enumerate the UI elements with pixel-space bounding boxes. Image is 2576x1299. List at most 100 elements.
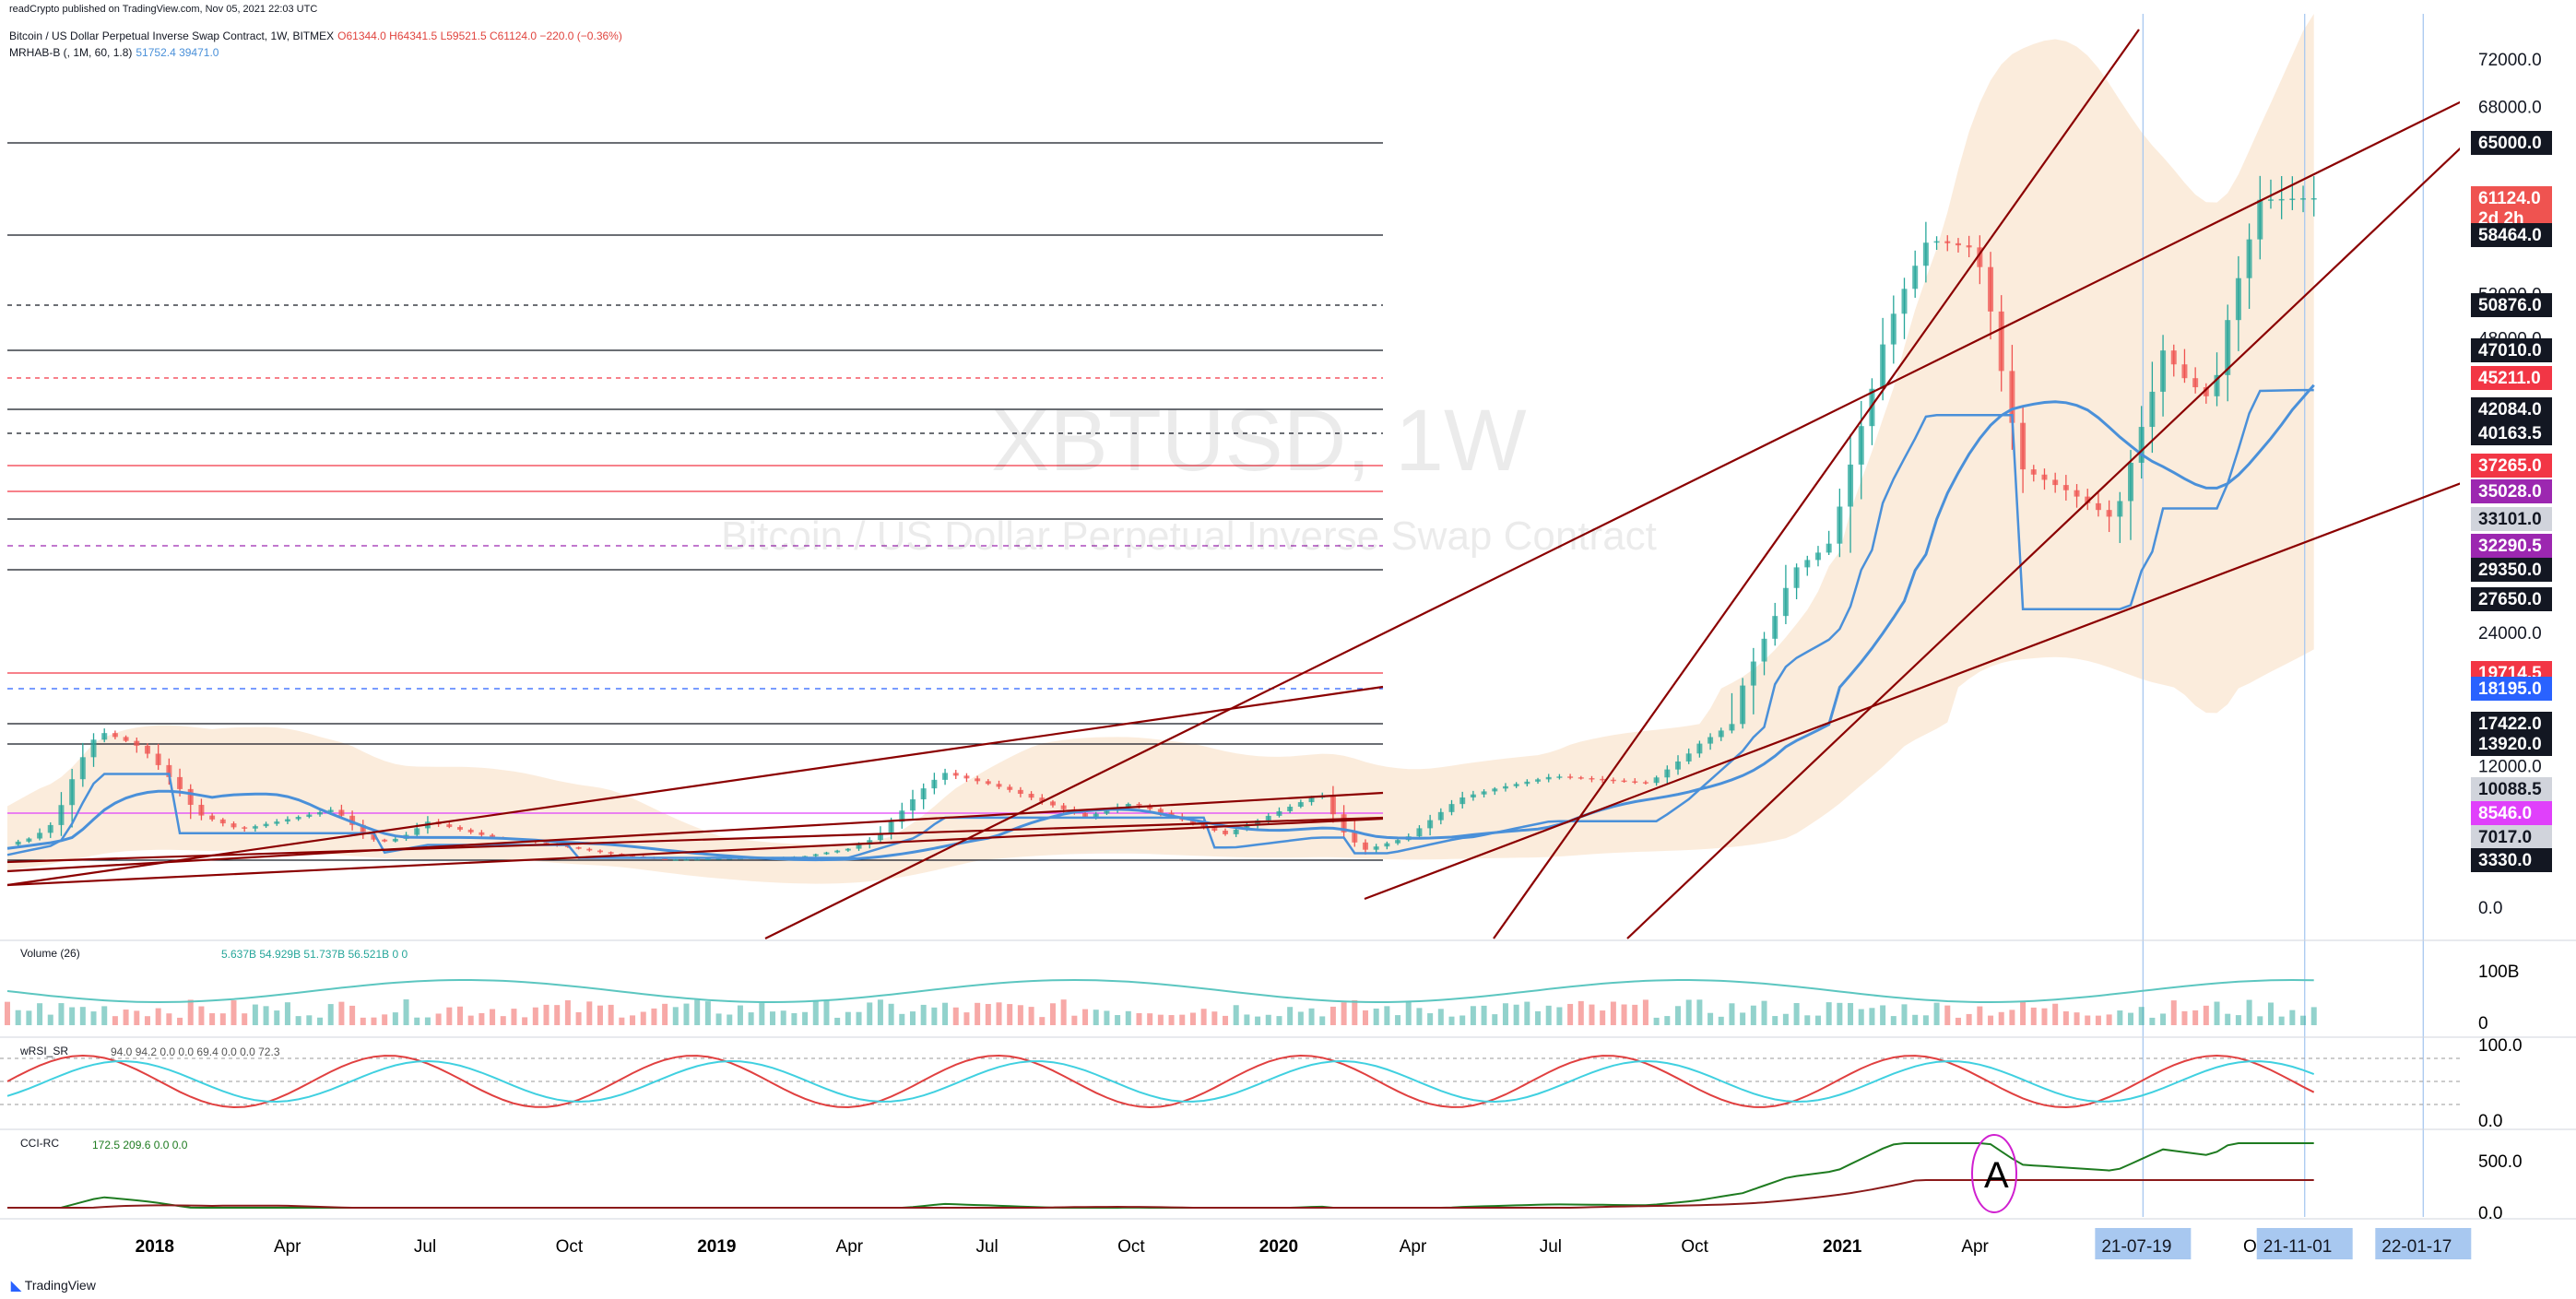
volume-bar — [1858, 1009, 1864, 1025]
candle-body — [575, 846, 582, 849]
volume-bar — [1470, 1006, 1476, 1025]
volume-bar — [802, 1011, 809, 1025]
volume-bar — [2041, 1008, 2048, 1025]
volume-bar — [1642, 999, 1648, 1025]
volume-bar — [1060, 999, 1067, 1025]
volume-bar — [532, 1007, 538, 1025]
volume-bar — [101, 1006, 108, 1025]
volume-bar — [144, 1016, 150, 1025]
volume-bar — [2149, 1017, 2156, 1025]
volume-bar — [1578, 1000, 1584, 1025]
candle-body — [823, 852, 830, 855]
volume-bar — [1901, 1004, 1908, 1025]
volume-bar — [1049, 1003, 1056, 1025]
volume-bar — [1244, 1014, 1250, 1025]
volume-bar — [1071, 1015, 1078, 1025]
candle-body — [1707, 737, 1714, 744]
volume-bar — [704, 1001, 711, 1025]
volume-bar — [327, 1004, 334, 1025]
volume-bar — [1610, 1001, 1616, 1025]
candle-body — [2310, 198, 2317, 200]
wrsi-signal — [6, 1059, 2315, 1104]
volume-bar — [888, 1003, 894, 1025]
volume-bar — [1772, 1016, 1778, 1025]
volume-bar — [1814, 1015, 1821, 1025]
volume-bar — [1039, 1017, 1046, 1025]
volume-bar — [1740, 1012, 1746, 1025]
candle-body — [2289, 198, 2296, 200]
price-level-tag-bg — [2471, 223, 2552, 247]
candle-body — [1589, 778, 1595, 780]
volume-bar — [1481, 1005, 1487, 1025]
volume-bar — [2052, 1003, 2059, 1025]
candle-body — [899, 810, 905, 822]
volume-bar — [1200, 1009, 1207, 1025]
volume-bar — [694, 999, 701, 1025]
candle-body — [382, 839, 388, 842]
volume-bar — [360, 1017, 366, 1025]
volume-bar — [69, 1007, 76, 1025]
volume-bar — [1621, 1004, 1627, 1025]
candle-body — [79, 757, 86, 780]
volume-bar — [263, 1006, 269, 1025]
candle-body — [1772, 616, 1778, 639]
highlighted-date-bg — [2375, 1228, 2472, 1259]
candle-body — [69, 779, 76, 806]
price-level-tag-bg — [2471, 507, 2552, 531]
highlighted-date-bg — [2095, 1228, 2192, 1259]
highlighted-date-label: 22-01-17 — [2381, 1237, 2452, 1257]
price-level-tag-bg — [2471, 338, 2552, 362]
volume-bar — [1287, 1007, 1294, 1025]
price-level-tag-text: 45211.0 — [2478, 369, 2541, 388]
volume-bar — [1632, 1004, 1638, 1025]
candle-body — [985, 781, 991, 785]
candle-body — [1912, 266, 1919, 289]
candle-body — [963, 775, 970, 779]
candle-body — [909, 799, 916, 811]
volume-bar — [942, 1002, 949, 1025]
candle-body — [1750, 661, 1756, 686]
candle-body — [996, 784, 1002, 787]
volume-bar — [1384, 1006, 1390, 1025]
volume-bar — [2138, 1007, 2145, 1025]
volume-bar — [1405, 1000, 1412, 1025]
candle-body — [1352, 832, 1358, 843]
candle-body — [144, 745, 150, 754]
trend-line — [1493, 29, 2140, 939]
symbol-legend: Bitcoin / US Dollar Perpetual Inverse Sw… — [9, 30, 622, 42]
trend-line — [6, 685, 1384, 887]
volume-bar — [2289, 1010, 2296, 1025]
volume-bar — [963, 1012, 970, 1025]
candle-body — [1427, 820, 1434, 829]
volume-bar — [1437, 1009, 1444, 1025]
volume-bar — [2192, 1010, 2199, 1025]
symbol-ohlc: O61344.0 H64341.5 L59521.5 C61124.0 −220… — [337, 30, 622, 42]
price-level-tag-text: 29350.0 — [2478, 561, 2542, 580]
volume-bar — [1265, 1014, 1271, 1025]
candle-body — [317, 811, 324, 815]
price-level-tag: 7017.0 — [2471, 825, 2552, 849]
candle-body — [187, 788, 194, 805]
volume-bar — [1255, 1016, 1261, 1025]
highlighted-date-label: 21-11-01 — [2263, 1237, 2333, 1257]
candle-body — [942, 773, 949, 780]
candle-body — [446, 824, 453, 828]
volume-bar — [1136, 1012, 1142, 1025]
time-tick: Oct — [1117, 1237, 1145, 1257]
volume-bar — [575, 1011, 582, 1025]
candle-body — [90, 739, 97, 758]
price-level-tag: 42084.0 — [2471, 397, 2552, 421]
volume-bar — [1276, 1016, 1282, 1025]
volume-tick: 100B — [2478, 962, 2519, 982]
price-level-tag-text: 61124.0 — [2478, 189, 2541, 208]
wrsi-values: 94.0 94.2 0.0 0.0 69.4 0.0 0.0 72.3 — [111, 1045, 280, 1058]
volume-bar — [123, 1010, 129, 1025]
price-level-tag-bg — [2471, 454, 2552, 478]
volume-bar — [1448, 1016, 1455, 1025]
volume-bar — [1524, 1001, 1530, 1025]
candle-body — [1524, 781, 1530, 785]
volume-bar — [1782, 1013, 1789, 1025]
volume-bar — [317, 1017, 324, 1025]
cci-pane-legend: CCI-RC — [15, 1137, 59, 1150]
